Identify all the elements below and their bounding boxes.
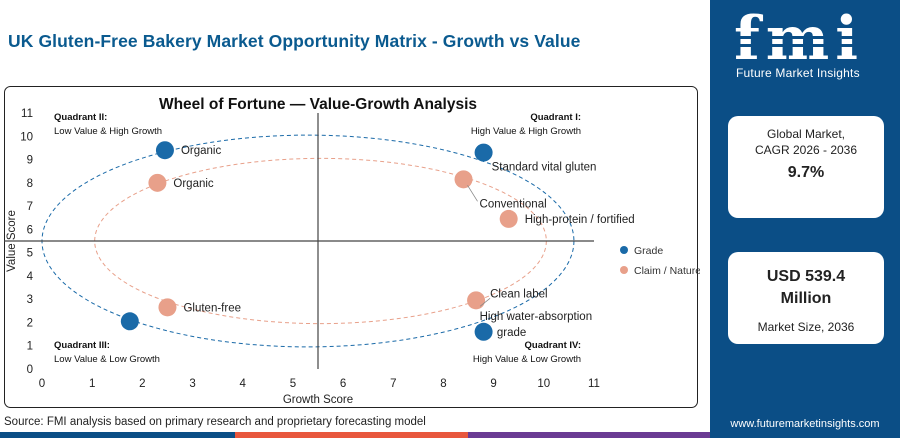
y-tick-label: 4 <box>27 271 34 283</box>
quadrant-subtitle: High Value & Low Growth <box>473 354 581 365</box>
data-point-label: Standard vital gluten <box>492 162 597 174</box>
data-point-label: Organic <box>181 145 222 157</box>
quadrant-title: Quadrant I: <box>530 112 581 123</box>
opportunity-matrix-chart: Wheel of Fortune — Value-Growth Analysis… <box>4 86 700 408</box>
label-leader-line <box>467 185 478 202</box>
legend-marker <box>620 266 628 274</box>
quadrant-subtitle: Low Value & High Growth <box>54 126 162 137</box>
cagr-value: 9.7% <box>787 164 825 181</box>
x-tick-label: 8 <box>440 378 446 390</box>
legend-marker <box>620 246 628 254</box>
quadrant-subtitle: Low Value & Low Growth <box>54 354 160 365</box>
y-axis-title: Value Score <box>6 210 18 272</box>
site-url[interactable]: www.futuremarketinsights.com <box>730 418 880 430</box>
data-point <box>467 291 486 310</box>
chart-frame <box>4 86 698 408</box>
y-tick-label: 7 <box>27 201 33 213</box>
side-panel: fmi Future Market Insights Global Market… <box>710 0 900 438</box>
data-point <box>454 170 473 189</box>
legend-label: Grade <box>634 245 663 257</box>
data-point-label: Gluten-free <box>183 302 241 314</box>
data-point-label: grade <box>497 327 526 339</box>
cagr-label-line1: Global Market, <box>766 127 846 141</box>
data-point-label: Conventional <box>480 198 547 210</box>
quadrant-title: Quadrant IV: <box>525 340 581 351</box>
y-tick-label: 0 <box>27 364 33 376</box>
x-tick-label: 7 <box>390 378 396 390</box>
y-tick-label: 8 <box>27 178 33 190</box>
data-point <box>499 209 518 228</box>
market-size-card: USD 539.4 Million Market Size, 2036 <box>728 252 884 344</box>
y-tick-label: 9 <box>27 155 33 167</box>
label-leader-line <box>479 298 491 307</box>
x-tick-label: 0 <box>39 378 45 390</box>
cagr-label: Global Market, CAGR 2026 - 2036 <box>728 126 884 158</box>
chart-panel: Wheel of Fortune — Value-Growth Analysis… <box>4 86 700 410</box>
bottom-color-bar <box>0 432 710 438</box>
market-size-value-line1: USD 539.4 <box>766 268 846 285</box>
y-tick-label: 2 <box>27 317 33 329</box>
x-tick-label: 1 <box>89 378 95 390</box>
chart-title: Wheel of Fortune — Value-Growth Analysis <box>159 96 477 113</box>
market-size-value: USD 539.4 Million <box>728 266 884 310</box>
y-tick-label: 10 <box>20 131 33 143</box>
cagr-label-line2: CAGR 2026 - 2036 <box>754 143 858 157</box>
cagr-card: Global Market, CAGR 2026 - 2036 9.7% <box>728 116 884 218</box>
data-point <box>474 322 493 341</box>
page-title: UK Gluten-Free Bakery Market Opportunity… <box>8 31 581 51</box>
x-tick-label: 4 <box>240 378 247 390</box>
data-point <box>155 141 174 160</box>
data-point-label: High-protein / fortified <box>525 214 635 226</box>
fmi-logo[interactable]: fmi Future Market Insights <box>710 0 900 96</box>
y-tick-label: 3 <box>27 294 33 306</box>
y-tick-label: 6 <box>27 224 33 236</box>
market-size-label: Market Size, 2036 <box>757 320 855 334</box>
x-tick-label: 5 <box>290 378 296 390</box>
x-tick-label: 9 <box>490 378 496 390</box>
x-tick-label: 2 <box>139 378 145 390</box>
data-point-label: Clean label <box>490 288 548 300</box>
y-tick-label: 1 <box>27 341 33 353</box>
y-tick-label: 11 <box>21 108 33 120</box>
legend-label: Claim / Nature <box>634 265 700 277</box>
quadrant-subtitle: High Value & High Growth <box>471 126 581 137</box>
x-axis-title: Growth Score <box>283 394 353 406</box>
data-point-label: Organic <box>173 178 214 190</box>
quadrant-title: Quadrant III: <box>54 340 110 351</box>
data-point <box>148 173 167 192</box>
y-tick-label: 5 <box>27 248 33 260</box>
x-tick-label: 11 <box>588 378 600 390</box>
data-point <box>158 298 177 317</box>
source-note: Source: FMI analysis based on primary re… <box>4 416 426 428</box>
data-point-label: High water-absorption <box>480 311 593 323</box>
quadrant-title: Quadrant II: <box>54 112 107 123</box>
data-point <box>120 312 139 331</box>
x-tick-label: 6 <box>340 378 346 390</box>
x-tick-label: 3 <box>189 378 195 390</box>
market-size-value-line2: Million <box>780 290 832 307</box>
logo-subtitle: Future Market Insights <box>736 66 860 80</box>
logo-wordmark: fmi <box>734 4 865 74</box>
data-point <box>474 143 493 162</box>
x-tick-label: 10 <box>537 378 550 390</box>
